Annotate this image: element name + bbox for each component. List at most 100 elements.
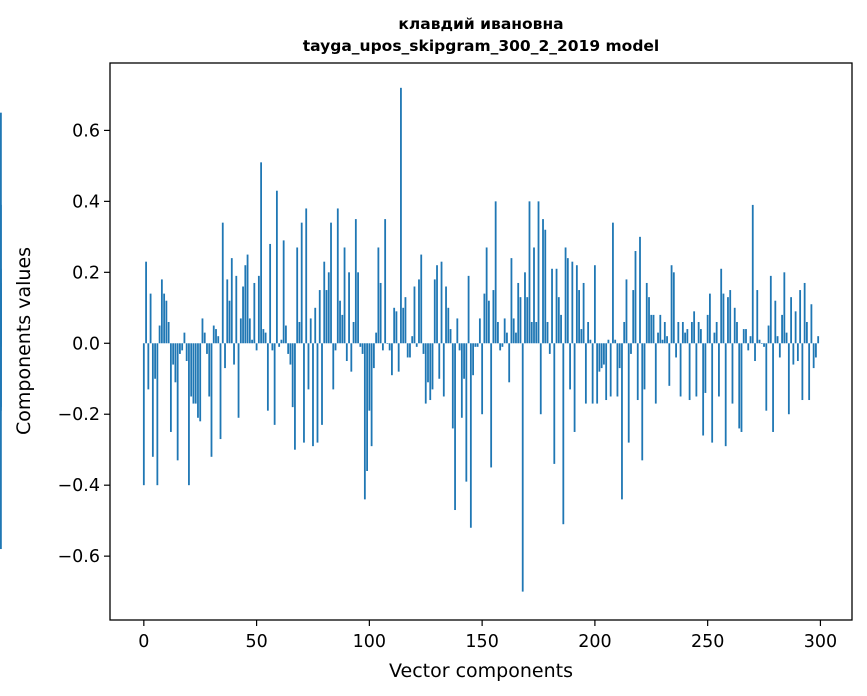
bar	[377, 247, 380, 344]
bar	[648, 297, 650, 344]
bar	[224, 343, 226, 369]
bar	[517, 282, 520, 344]
bar	[395, 311, 398, 344]
bar	[810, 304, 813, 344]
bar	[409, 343, 411, 358]
bar	[758, 339, 761, 344]
bar	[769, 275, 772, 344]
bar	[794, 311, 797, 344]
bar	[465, 343, 468, 482]
bar	[271, 343, 274, 351]
bar	[413, 286, 416, 344]
bar	[431, 343, 434, 390]
bar	[749, 336, 752, 344]
bar	[627, 343, 630, 443]
bar	[654, 343, 657, 404]
bar	[273, 343, 276, 425]
bar	[445, 286, 447, 344]
bar	[684, 332, 686, 344]
bar	[321, 343, 323, 425]
bar	[264, 332, 267, 344]
bar	[215, 329, 217, 344]
bar	[316, 343, 319, 443]
bar	[151, 343, 154, 457]
bar	[776, 336, 779, 344]
bar	[449, 329, 452, 344]
bar	[348, 272, 350, 344]
bar	[695, 343, 698, 397]
bar	[357, 272, 359, 344]
y-tick-label: −0.6	[58, 547, 101, 567]
bar	[253, 282, 256, 344]
bar	[285, 325, 287, 344]
bar	[722, 293, 725, 344]
bar	[239, 318, 242, 344]
bar	[400, 87, 402, 344]
bar	[573, 343, 576, 432]
bar	[711, 343, 714, 443]
bar	[774, 300, 777, 344]
bar	[226, 279, 229, 344]
bar	[314, 307, 317, 344]
y-axis: −0.6 −0.4 −0.2 0.0 0.2 0.4 0.6	[58, 121, 110, 567]
bar	[422, 343, 425, 354]
bar	[156, 343, 159, 486]
bar	[420, 254, 423, 344]
x-axis: 0 50 100 150 200 250 300	[138, 620, 837, 652]
bar	[154, 343, 156, 379]
bar	[670, 265, 673, 344]
bar	[210, 343, 213, 457]
bar	[702, 343, 705, 436]
bar	[0, 343, 2, 550]
bar	[621, 343, 623, 500]
bar	[160, 279, 163, 344]
bar	[544, 229, 547, 344]
bar	[666, 336, 668, 344]
bar	[805, 321, 808, 344]
bar	[551, 268, 553, 344]
bar	[142, 343, 145, 486]
bar	[463, 343, 465, 379]
bar	[526, 297, 529, 344]
bar	[339, 300, 341, 344]
bar	[675, 343, 677, 358]
bar	[639, 236, 641, 344]
bar	[163, 293, 166, 344]
bar	[172, 343, 175, 365]
bar	[262, 329, 265, 344]
bar	[661, 339, 664, 344]
bar	[715, 321, 718, 344]
bar	[600, 343, 603, 369]
bar	[591, 343, 594, 404]
bar	[645, 282, 648, 344]
bar	[772, 343, 774, 432]
bar	[185, 343, 188, 362]
x-tick-label: 100	[353, 632, 386, 652]
bar	[300, 222, 303, 344]
bar	[767, 325, 770, 344]
bar	[456, 318, 459, 344]
bar	[598, 343, 601, 372]
bar	[181, 343, 184, 351]
bar	[709, 293, 711, 344]
bar	[603, 343, 605, 365]
bar	[411, 336, 414, 344]
bar	[388, 343, 391, 351]
bar	[219, 343, 222, 440]
bar	[332, 343, 335, 390]
bar	[808, 343, 811, 401]
bar	[451, 343, 454, 429]
bar	[460, 343, 463, 418]
bar	[478, 318, 481, 344]
bar	[235, 275, 238, 344]
bar	[751, 204, 754, 344]
bar	[582, 282, 585, 344]
bar	[555, 268, 558, 344]
bar	[372, 343, 375, 369]
bar	[623, 321, 626, 344]
bar	[244, 265, 247, 344]
bar	[386, 343, 389, 344]
bar	[379, 282, 382, 344]
bar	[402, 307, 405, 344]
bar	[350, 343, 353, 372]
